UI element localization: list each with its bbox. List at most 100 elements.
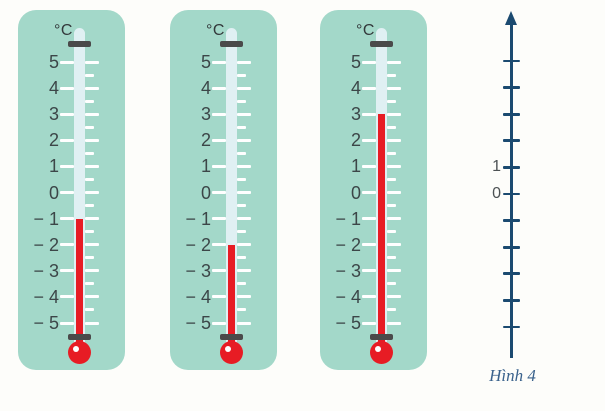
bottom-band [220, 334, 243, 340]
axis-arrow-up-icon [505, 11, 517, 25]
scale-label: − 5 [185, 313, 211, 333]
scale-label: − 1 [33, 208, 59, 229]
major-tick-left [362, 191, 376, 194]
scale-label: 1 [350, 156, 361, 177]
minor-tick [386, 282, 396, 286]
minor-tick [386, 204, 396, 208]
scale-label: − 2 [33, 234, 59, 255]
major-tick-left [362, 112, 376, 116]
major-tick-right [386, 243, 401, 247]
number-line-tick [503, 192, 520, 196]
number-line-tick [503, 219, 520, 222]
major-tick-right [386, 269, 401, 273]
major-tick-left [60, 295, 74, 299]
scale-label: 2 [350, 130, 361, 151]
unit-label: °C [356, 22, 375, 39]
number-line-tick [503, 166, 520, 169]
scale-label: 1 [200, 156, 211, 177]
major-tick-right [386, 321, 401, 325]
major-tick-left [212, 321, 226, 325]
scale-label: − 3 [185, 260, 211, 281]
minor-tick [236, 256, 246, 260]
minor-tick [84, 99, 94, 103]
major-tick-left [60, 191, 74, 194]
minor-tick [236, 177, 246, 181]
minor-tick [386, 177, 396, 181]
major-tick-left [212, 191, 226, 194]
scale-label: 2 [200, 130, 211, 151]
top-cap-bar [220, 41, 243, 47]
major-tick-left [212, 243, 226, 247]
number-line-axis [510, 20, 513, 358]
minor-tick [84, 177, 94, 181]
major-tick-right [84, 60, 99, 64]
major-tick-right [84, 321, 99, 325]
bulb-highlight [374, 345, 381, 352]
major-tick-right [84, 295, 99, 299]
minor-tick [236, 125, 246, 129]
number-line-tick [503, 59, 520, 63]
scale-label: − 2 [185, 234, 211, 255]
major-tick-right [236, 321, 251, 325]
major-tick-right [84, 112, 99, 116]
number-line-tick [503, 112, 520, 116]
minor-tick [236, 204, 246, 208]
thermometer-1: °C 5 4 3 2 1 0 − 1 − 2 − 3 − 4 − 5 [18, 10, 125, 370]
major-tick-left [362, 60, 376, 64]
major-tick-left [362, 86, 376, 90]
scale-label: 3 [350, 104, 361, 125]
minor-tick [84, 308, 94, 312]
scale-label: 3 [200, 104, 211, 125]
major-tick-left [212, 138, 226, 142]
major-tick-left [362, 269, 376, 273]
scale-label: 5 [350, 52, 361, 72]
major-tick-right [386, 295, 401, 299]
major-tick-right [386, 112, 401, 116]
mercury-column [227, 244, 235, 352]
major-tick-right [84, 269, 99, 273]
major-tick-right [386, 60, 401, 64]
major-tick-left [60, 86, 74, 90]
minor-tick [84, 282, 94, 286]
major-tick-left [212, 217, 226, 221]
major-tick-right [386, 164, 401, 168]
major-tick-left [212, 164, 226, 168]
major-tick-left [362, 295, 376, 299]
glass-tube [225, 28, 237, 352]
scale-label: − 5 [33, 313, 59, 333]
minor-tick [386, 230, 396, 234]
major-tick-left [60, 138, 74, 142]
major-tick-left [60, 321, 74, 325]
minor-tick [84, 256, 94, 260]
scale-label: 3 [48, 104, 59, 125]
major-tick-right [84, 191, 99, 194]
major-tick-left [362, 217, 376, 221]
minor-tick [84, 230, 94, 234]
minor-tick [84, 125, 94, 129]
bottom-band [370, 334, 393, 340]
scale-label: − 3 [33, 260, 59, 281]
scale-label: 2 [48, 130, 59, 151]
major-tick-right [236, 164, 251, 168]
number-line-tick [503, 299, 520, 302]
major-tick-left [212, 60, 226, 64]
mercury-column [377, 114, 385, 352]
major-tick-left [362, 164, 376, 168]
minor-tick [386, 99, 396, 103]
scale-label: − 3 [335, 260, 361, 281]
top-cap-bar [370, 41, 393, 47]
minor-tick [236, 308, 246, 312]
thermometer-3: °C 5 4 3 2 1 0 − 1 − 2 − 3 − 4 − 5 [320, 10, 427, 370]
minor-tick [236, 282, 246, 286]
scale-label: 4 [200, 78, 211, 99]
major-tick-left [212, 269, 226, 273]
major-tick-left [362, 138, 376, 142]
major-tick-left [60, 217, 74, 221]
number-line-label: 1 [492, 158, 501, 176]
scale-label: − 4 [185, 286, 211, 307]
major-tick-left [362, 243, 376, 247]
major-tick-left [212, 112, 226, 116]
major-tick-right [84, 217, 99, 221]
major-tick-right [84, 164, 99, 168]
